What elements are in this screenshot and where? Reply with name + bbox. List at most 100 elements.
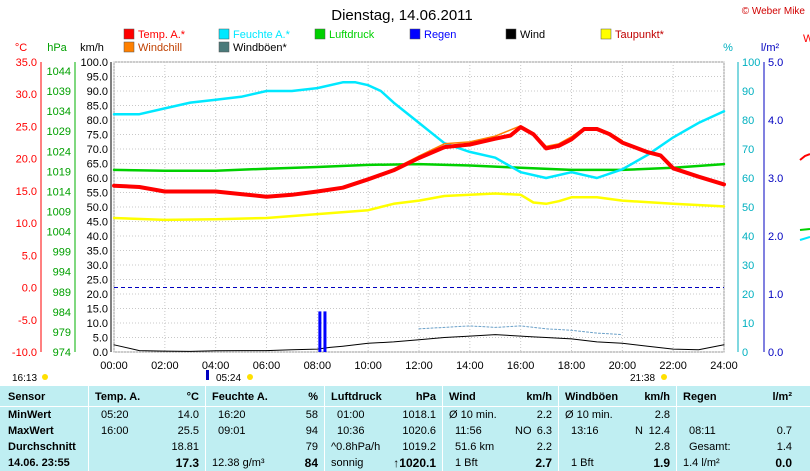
- x-tick-label: 24:00: [710, 360, 738, 372]
- wind-tick-label: 45.0: [87, 217, 108, 229]
- x-tick-label: 10:00: [354, 360, 382, 372]
- stats-table: Sensor MinWert MaxWert Durchschnitt 14.0…: [0, 386, 810, 471]
- legend-swatch: [123, 41, 135, 53]
- rain-total-label: Gesamt:: [689, 441, 731, 453]
- gust-max-time: 13:16: [571, 425, 599, 437]
- humidity-unit-label: %: [723, 42, 733, 54]
- pressure-max-time: 10:36: [337, 425, 365, 437]
- rain-tick-label: 0.0: [768, 347, 783, 359]
- x-tick-label: 04:00: [202, 360, 230, 372]
- wind-tick-label: 50.0: [87, 202, 108, 214]
- humidity-header: Feuchte A.: [212, 391, 268, 403]
- wind-tick-label: 40.0: [87, 231, 108, 243]
- humidity-tick-label: 40: [742, 231, 754, 243]
- temp-tick-label: 5.0: [22, 250, 37, 262]
- rain-bar: [318, 311, 322, 352]
- rain-unit: l/m²: [772, 391, 792, 403]
- gust-unit: km/h: [644, 391, 670, 403]
- col-rain: Regen l/m² 08:11 0.7 Gesamt: 1.4 1.4 l/m² 0.…: [677, 386, 798, 471]
- rain-unit-label: l/m²: [761, 42, 780, 54]
- col-divider: [88, 386, 89, 471]
- row-label-avg: Durchschnitt: [8, 441, 76, 453]
- col-divider: [442, 386, 443, 471]
- credit-label: © Weber Mike: [742, 6, 806, 17]
- rain-bar: [323, 311, 327, 352]
- wind-tick-label: 95.0: [87, 72, 108, 84]
- rain-max-value: 0.7: [776, 425, 792, 437]
- humidity-tick-label: 100: [742, 57, 760, 69]
- temp-current-value: 17.3: [175, 456, 199, 470]
- legend-swatch: [314, 28, 326, 40]
- x-tick-label: 14:00: [456, 360, 484, 372]
- temp-tick-label: 30.0: [16, 89, 37, 101]
- temp-max-time: 16:00: [101, 425, 129, 437]
- series-layer: [112, 81, 726, 352]
- temp-tick-label: -10.0: [12, 347, 37, 359]
- pressure-tick-label: 989: [53, 287, 71, 299]
- wind-mean-value: 2.2: [536, 441, 552, 453]
- pressure-min-time: 01:00: [337, 409, 365, 421]
- wind-tick-label: 65.0: [87, 159, 108, 171]
- pressure-tick-label: 979: [53, 327, 71, 339]
- wind-max-value: 6.3: [536, 425, 552, 437]
- gust-max-value: 12.4: [648, 425, 670, 437]
- gust-beaufort: 1 Bft: [571, 457, 594, 469]
- col-gust: Windböen km/h Ø 10 min. 2.8 13:16 N 12.4 2.8…: [559, 386, 676, 471]
- temp-tick-label: -5.0: [18, 315, 37, 327]
- wind-unit-label: km/h: [80, 42, 104, 54]
- wind-max-direction: NO: [515, 425, 532, 437]
- legend-label: Windchill: [138, 42, 182, 54]
- next-day-humidity-edge: [799, 236, 810, 241]
- row-label-max: MaxWert: [8, 425, 54, 437]
- temp-unit: °C: [186, 391, 199, 403]
- humidity-avg-value: 79: [305, 441, 318, 453]
- wind-beaufort: 1 Bft: [455, 457, 478, 469]
- pressure-current-value: ↑1020.1: [393, 456, 436, 470]
- humidity-min-value: 58: [305, 409, 318, 421]
- temp-tick-label: 25.0: [16, 121, 37, 133]
- wind-tick-label: 100.0: [80, 57, 108, 69]
- legend-label: Windböen*: [233, 42, 288, 54]
- humidity-current-value: 84: [304, 456, 318, 470]
- col-pressure: Luftdruck hPa 01:00 1018.1 10:36 1020.6 ^0.…: [325, 386, 442, 471]
- rain-tick-label: 1.0: [768, 289, 783, 301]
- humidity-tick-label: 20: [742, 289, 754, 301]
- humidity-tick-label: 70: [742, 144, 754, 156]
- legend-label: Taupunkt*: [615, 29, 665, 41]
- x-tick-label: 20:00: [609, 360, 637, 372]
- pressure-unit: hPa: [415, 391, 436, 403]
- legend-label: Regen: [424, 29, 456, 41]
- pressure-tick-label: 999: [53, 247, 71, 259]
- row-label-min: MinWert: [8, 409, 52, 421]
- next-day-pressure-edge: [799, 228, 810, 231]
- col-wind: Wind km/h Ø 10 min. 2.2 11:56 NO 6.3 51.6 km…: [443, 386, 558, 471]
- pressure-trend: ^0.8hPa/h: [331, 441, 381, 453]
- humidity-tick-label: 60: [742, 173, 754, 185]
- humidity-unit: %: [308, 391, 318, 403]
- pressure-tick-label: 1009: [47, 207, 71, 219]
- wind-tick-label: 30.0: [87, 260, 108, 272]
- humidity-max-value: 94: [305, 425, 318, 437]
- col-divider: [205, 386, 206, 471]
- rain-tick-label: 3.0: [768, 173, 783, 185]
- col-temp: Temp. A. °C 05:20 14.0 16:00 25.5 18.81 17.…: [89, 386, 205, 471]
- pressure-header: Luftdruck: [331, 391, 382, 403]
- wind-tick-label: 20.0: [87, 289, 108, 301]
- wind-tick-label: 10.0: [87, 318, 108, 330]
- legend-label: Luftdruck: [329, 29, 375, 41]
- series-wind-line: [113, 334, 725, 352]
- x-tick-label: 08:00: [304, 360, 332, 372]
- legend-label: Temp. A.*: [138, 29, 186, 41]
- wind-tick-label: 5.0: [93, 333, 108, 345]
- wind-avg-value: 2.2: [536, 409, 552, 421]
- x-tick-label: 06:00: [253, 360, 281, 372]
- wind-distance: 51.6 km: [455, 441, 495, 453]
- wind-avg-label: Ø 10 min.: [449, 409, 497, 421]
- pressure-tick-label: 1019: [47, 166, 71, 178]
- legend-swatch: [218, 41, 230, 53]
- temp-unit-label: °C: [15, 42, 27, 54]
- pressure-tick-label: 984: [53, 307, 71, 319]
- sun-icon: [42, 374, 48, 380]
- pressure-min-value: 1018.1: [402, 409, 436, 421]
- humidity-tick-label: 0: [742, 347, 748, 359]
